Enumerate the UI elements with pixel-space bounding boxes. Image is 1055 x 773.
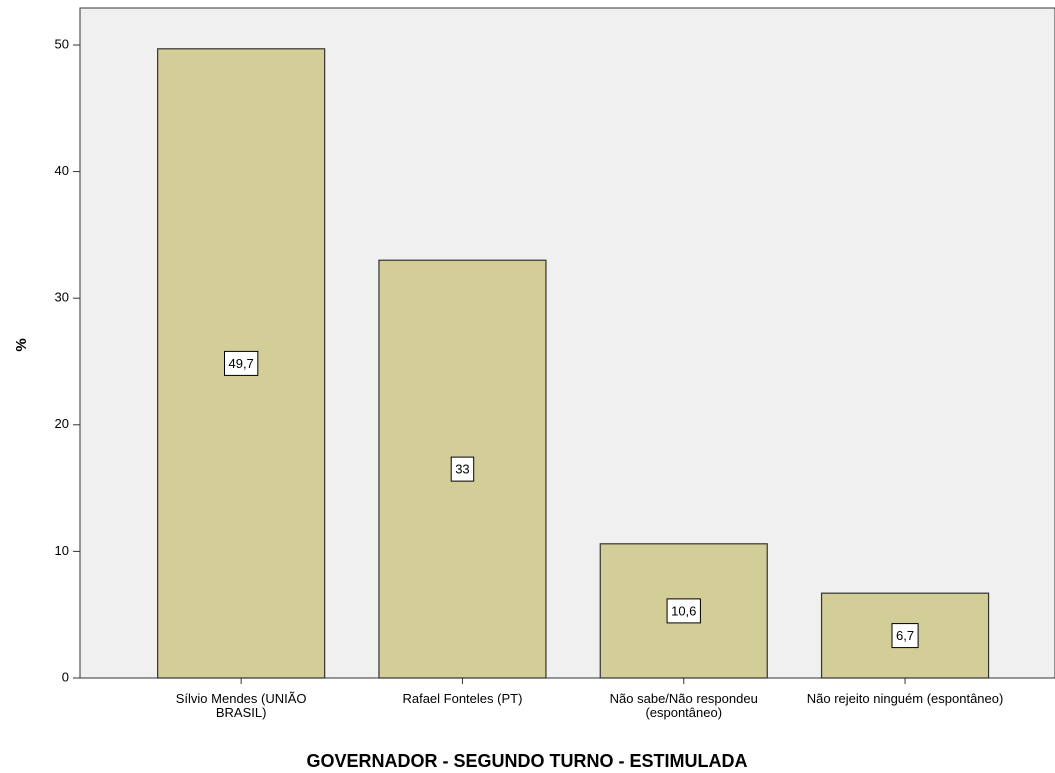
value-label: 6,7 — [896, 628, 914, 643]
x-tick-label: Não sabe/Não respondeu (espontâneo) — [609, 691, 758, 720]
y-tick-label: 0 — [62, 669, 69, 684]
y-tick-label: 30 — [55, 290, 69, 305]
x-axis-title: GOVERNADOR - SEGUNDO TURNO - ESTIMULADA — [307, 751, 748, 771]
value-label: 49,7 — [228, 356, 253, 371]
value-label: 33 — [455, 462, 469, 477]
value-label-box — [891, 623, 919, 649]
value-label-box — [223, 350, 259, 376]
y-tick-label: 20 — [55, 416, 69, 431]
y-tick-label: 40 — [55, 163, 69, 178]
value-label-box — [666, 598, 701, 624]
bar — [378, 259, 547, 679]
x-tick-label: Sílvio Mendes (UNIÃO BRASIL) — [175, 691, 307, 720]
value-label-box — [450, 456, 475, 482]
y-axis-title: % — [13, 338, 30, 351]
y-tick-label: 10 — [55, 543, 69, 558]
value-label: 10,6 — [671, 603, 696, 618]
y-tick-label: 50 — [55, 36, 69, 51]
x-tick-label: Não rejeito ninguém (espontâneo) — [806, 691, 1004, 706]
x-tick-label: Rafael Fonteles (PT) — [402, 691, 523, 706]
